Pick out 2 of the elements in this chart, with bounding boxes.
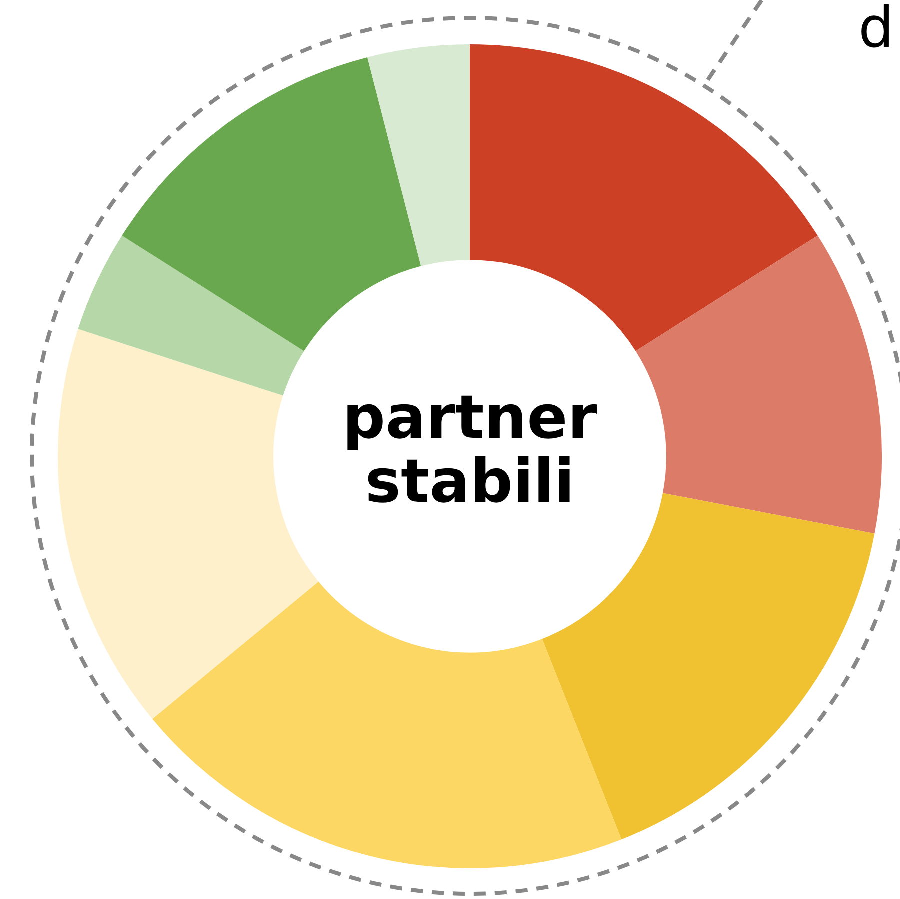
text: d xyxy=(858,0,894,61)
text: partner stabili xyxy=(342,383,598,517)
